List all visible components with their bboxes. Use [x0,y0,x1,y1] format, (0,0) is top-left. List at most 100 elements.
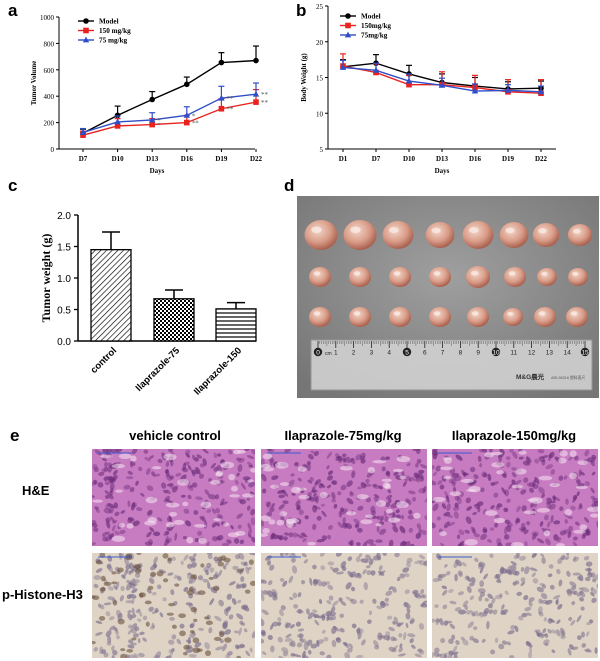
stroma [511,484,524,489]
stroma [449,491,462,497]
cell-nucleus [331,480,337,485]
cell-nucleus [553,534,559,541]
cell-nucleus [288,575,294,584]
cell-nucleus [552,495,556,501]
ruler-number: 7 [441,350,445,357]
cell-nucleus [129,569,135,574]
cell-nucleus [351,623,357,629]
cell-nucleus [163,531,170,537]
cell-nucleus [520,566,525,572]
cell-nucleus [398,632,403,638]
cell-nucleus [458,571,463,578]
cell-nucleus [470,577,476,583]
cell-nucleus [494,637,499,644]
cell-nucleus [397,622,404,627]
cell-nucleus [335,553,342,557]
cell-nucleus [355,654,364,658]
cell-nucleus [576,491,580,497]
stroma [491,451,504,456]
stroma [145,496,158,504]
data-point-model [184,81,190,88]
cell-nucleus [95,508,100,513]
column-header-ilaprazole-150: Ilaprazole-150mg/kg [451,428,577,443]
ruler-number: 3 [370,350,374,357]
cell-nucleus [538,611,544,617]
cell-nucleus [466,576,472,583]
stroma [579,524,588,531]
legend-marker [344,31,352,38]
cell-nucleus [331,625,337,634]
cell-nucleus [261,473,267,482]
cell-nucleus [368,610,373,616]
column-header-vehicle-control: vehicle control [129,428,221,443]
cell-nucleus [506,461,511,468]
cell-nucleus [524,566,530,575]
cell-nucleus [548,453,552,462]
cell-nucleus [404,573,410,578]
cell-nucleus [206,553,213,556]
cell-nucleus [129,487,135,493]
stroma [493,517,506,524]
data-point-75-mg-kg [252,90,260,97]
positive-nucleus [111,571,117,575]
cell-nucleus [306,608,310,615]
cell-nucleus [317,615,326,619]
cell-nucleus [519,555,527,561]
cell-nucleus [408,527,414,533]
cell-nucleus [581,587,590,593]
cell-nucleus [471,610,479,617]
cell-nucleus [309,477,314,482]
cell-nucleus [109,483,115,491]
stroma [165,522,175,528]
cell-nucleus [521,505,527,512]
stroma [193,524,207,528]
legend-label-150mg-kg: 150mg/kg [361,22,391,30]
cell-nucleus [104,481,109,486]
cell-nucleus [207,554,213,560]
positive-nucleus [144,600,152,605]
cell-nucleus [496,503,503,508]
cell-nucleus [403,602,411,609]
cell-nucleus [331,498,337,503]
cell-nucleus [590,487,595,494]
cell-nucleus [136,507,143,512]
cell-nucleus [454,502,459,508]
cell-nucleus [531,532,537,540]
ruler-number: 9 [476,350,480,357]
cell-nucleus [396,576,401,582]
cells [92,449,255,546]
cell-nucleus [596,583,598,589]
cell-nucleus [249,647,253,653]
cell-nucleus [504,590,509,596]
cell-nucleus [414,593,422,600]
cell-nucleus [120,510,126,514]
cell-nucleus [546,497,552,503]
stroma [396,501,409,509]
cell-nucleus [536,586,544,593]
cell-nucleus [404,589,410,595]
ruler-number: 11 [510,350,517,357]
positive-nucleus [92,595,100,601]
x-tick-label-d19: D19 [215,155,228,163]
data-point-75-mg-kg [183,111,190,118]
cell-nucleus [432,465,435,470]
cell-nucleus [351,586,356,592]
cell-nucleus [278,655,284,658]
cell-nucleus [250,449,255,455]
cell-nucleus [557,604,563,610]
stroma [589,513,598,518]
cell-nucleus [195,496,203,501]
cell-nucleus [532,578,539,584]
cell-nucleus [443,511,451,517]
cell-nucleus [105,611,111,617]
stroma [399,475,407,480]
cell-nucleus [206,541,210,546]
cell-nucleus [415,532,422,539]
cell-nucleus [319,553,326,557]
cell-nucleus [515,479,522,484]
cell-nucleus [576,614,582,623]
positive-nucleus [166,612,174,616]
cell-nucleus [451,481,456,487]
cell-nucleus [376,515,384,521]
stroma [118,453,132,460]
